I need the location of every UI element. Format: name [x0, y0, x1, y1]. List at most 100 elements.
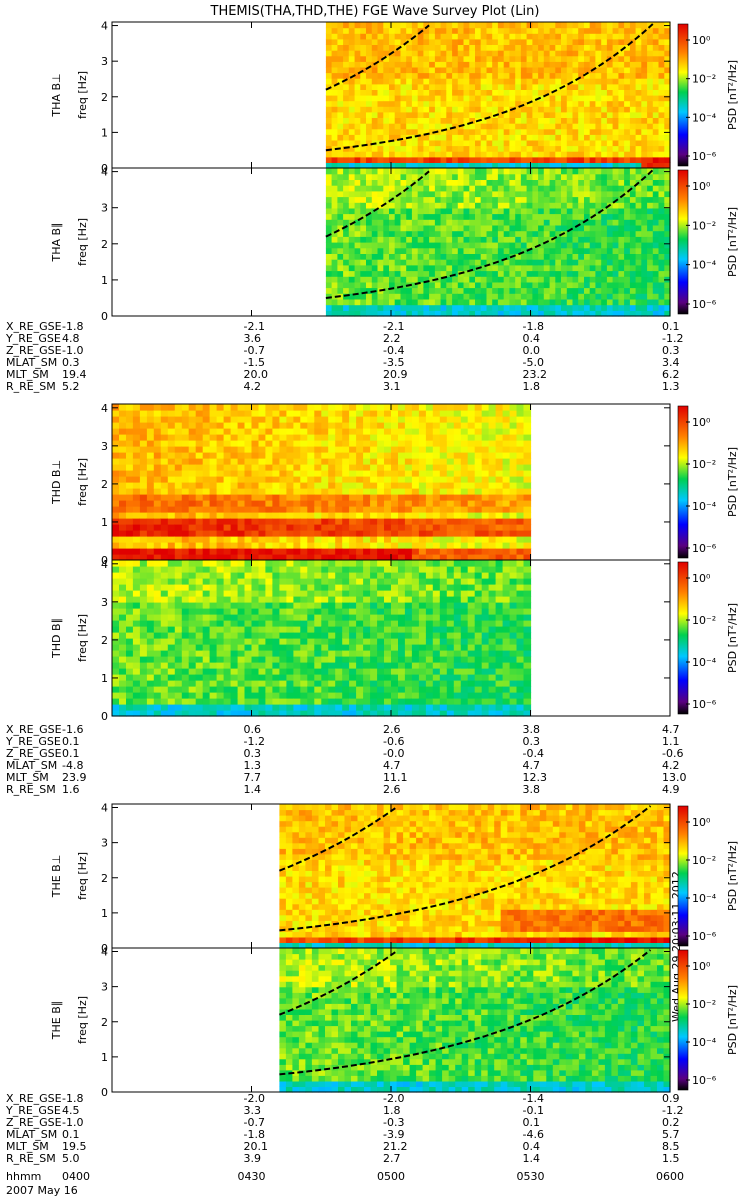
heatmap-cell — [370, 428, 378, 435]
heatmap-cell — [561, 78, 568, 85]
heatmap-cell — [618, 162, 625, 169]
heatmap-cell — [652, 50, 660, 57]
heatmap-cell — [463, 304, 470, 311]
heatmap-cell — [452, 151, 459, 158]
heatmap-cell — [286, 440, 294, 447]
heatmap-cell — [293, 536, 301, 543]
heatmap-cell — [555, 151, 562, 158]
heatmap-cell — [237, 482, 246, 489]
heatmap-cell — [635, 38, 642, 45]
heatmap-cell — [119, 590, 127, 597]
heatmap-cell — [202, 524, 211, 531]
heatmap-cell — [314, 458, 322, 465]
heatmap-cell — [349, 500, 357, 507]
heatmap-cell — [492, 179, 499, 186]
heatmap-cell — [423, 139, 430, 147]
heatmap-cell — [629, 270, 637, 277]
heatmap-cell — [400, 259, 407, 266]
heatmap-cell — [400, 139, 407, 147]
heatmap-cell — [377, 106, 384, 113]
heatmap-cell — [606, 66, 614, 74]
heatmap-cell — [486, 55, 493, 62]
heatmap-cell — [230, 530, 239, 537]
heatmap-cell — [543, 287, 551, 294]
heatmap-cell — [452, 55, 459, 62]
heatmap-cell — [354, 236, 361, 243]
heatmap-cell — [497, 270, 505, 277]
heatmap-cell — [526, 173, 533, 180]
heatmap-cell — [532, 72, 539, 79]
heatmap-cell — [446, 281, 453, 289]
heatmap-cell — [452, 162, 459, 169]
heatmap-cell — [589, 185, 596, 192]
heatmap-cell — [112, 662, 120, 669]
heatmap-cell — [624, 44, 631, 51]
heatmap-cell — [188, 512, 197, 519]
heatmap-cell — [555, 219, 562, 226]
heatmap-cell — [474, 530, 483, 537]
heatmap-cell — [480, 298, 487, 306]
heatmap-cell — [497, 128, 505, 135]
heatmap-cell — [354, 304, 361, 311]
heatmap-cell — [153, 548, 162, 555]
heatmap-cell — [446, 410, 455, 417]
heatmap-cell — [398, 446, 406, 453]
heatmap-cell — [389, 185, 396, 192]
heatmap-cell — [411, 404, 420, 411]
heatmap-cell — [417, 72, 424, 79]
heatmap-cell — [300, 422, 308, 429]
heatmap-cell — [561, 304, 568, 311]
heatmap-cell — [439, 542, 448, 549]
heatmap-cell — [418, 422, 427, 429]
heatmap-cell — [497, 293, 505, 300]
heatmap-cell — [328, 422, 336, 429]
heatmap-cell — [363, 416, 371, 423]
heatmap-cell — [417, 259, 424, 266]
heatmap-cell — [612, 95, 619, 102]
heatmap-cell — [440, 281, 447, 289]
heatmap-cell — [452, 298, 459, 306]
heatmap-cell — [348, 38, 356, 45]
heatmap-cell — [658, 207, 665, 215]
ytick-label: 4 — [101, 20, 108, 33]
heatmap-cell — [652, 55, 660, 62]
heatmap-cell — [578, 247, 585, 254]
heatmap-cell — [434, 219, 442, 226]
heatmap-cell — [265, 440, 273, 447]
heatmap-cell — [418, 506, 427, 513]
heatmap-cell — [532, 230, 539, 237]
heatmap-cell — [293, 464, 301, 471]
heatmap-cell — [520, 202, 528, 209]
heatmap-cell — [119, 554, 127, 561]
heatmap-cell — [509, 434, 518, 441]
heatmap-cell — [555, 259, 562, 266]
heatmap-cell — [515, 196, 522, 203]
heatmap-cell — [635, 66, 642, 74]
heatmap-cell — [216, 452, 225, 459]
heatmap-cell — [251, 410, 260, 417]
heatmap-cell — [624, 224, 631, 232]
heatmap-cell — [460, 548, 469, 555]
heatmap-cell — [635, 270, 642, 277]
heatmap-cell — [331, 264, 338, 272]
colorbar-tick-label: 10⁻² — [692, 458, 716, 471]
heatmap-cell — [337, 100, 344, 107]
heatmap-cell — [112, 530, 120, 537]
heatmap-cell — [624, 111, 631, 118]
heatmap-cell — [572, 259, 579, 266]
heatmap-cell — [363, 410, 371, 417]
heatmap-cell — [549, 293, 556, 300]
heatmap-cell — [584, 38, 591, 45]
heatmap-cell — [453, 500, 462, 507]
heatmap-cell — [497, 287, 505, 294]
heatmap-cell — [406, 253, 413, 260]
heatmap-cell — [595, 168, 602, 175]
heatmap-cell — [480, 117, 487, 124]
heatmap-cell — [509, 247, 516, 254]
heatmap-cell — [561, 95, 568, 102]
heatmap-cell — [348, 151, 356, 158]
heatmap-cell — [230, 416, 239, 423]
heatmap-cell — [377, 548, 385, 555]
heatmap-cell — [572, 95, 579, 102]
heatmap-cell — [452, 111, 459, 118]
